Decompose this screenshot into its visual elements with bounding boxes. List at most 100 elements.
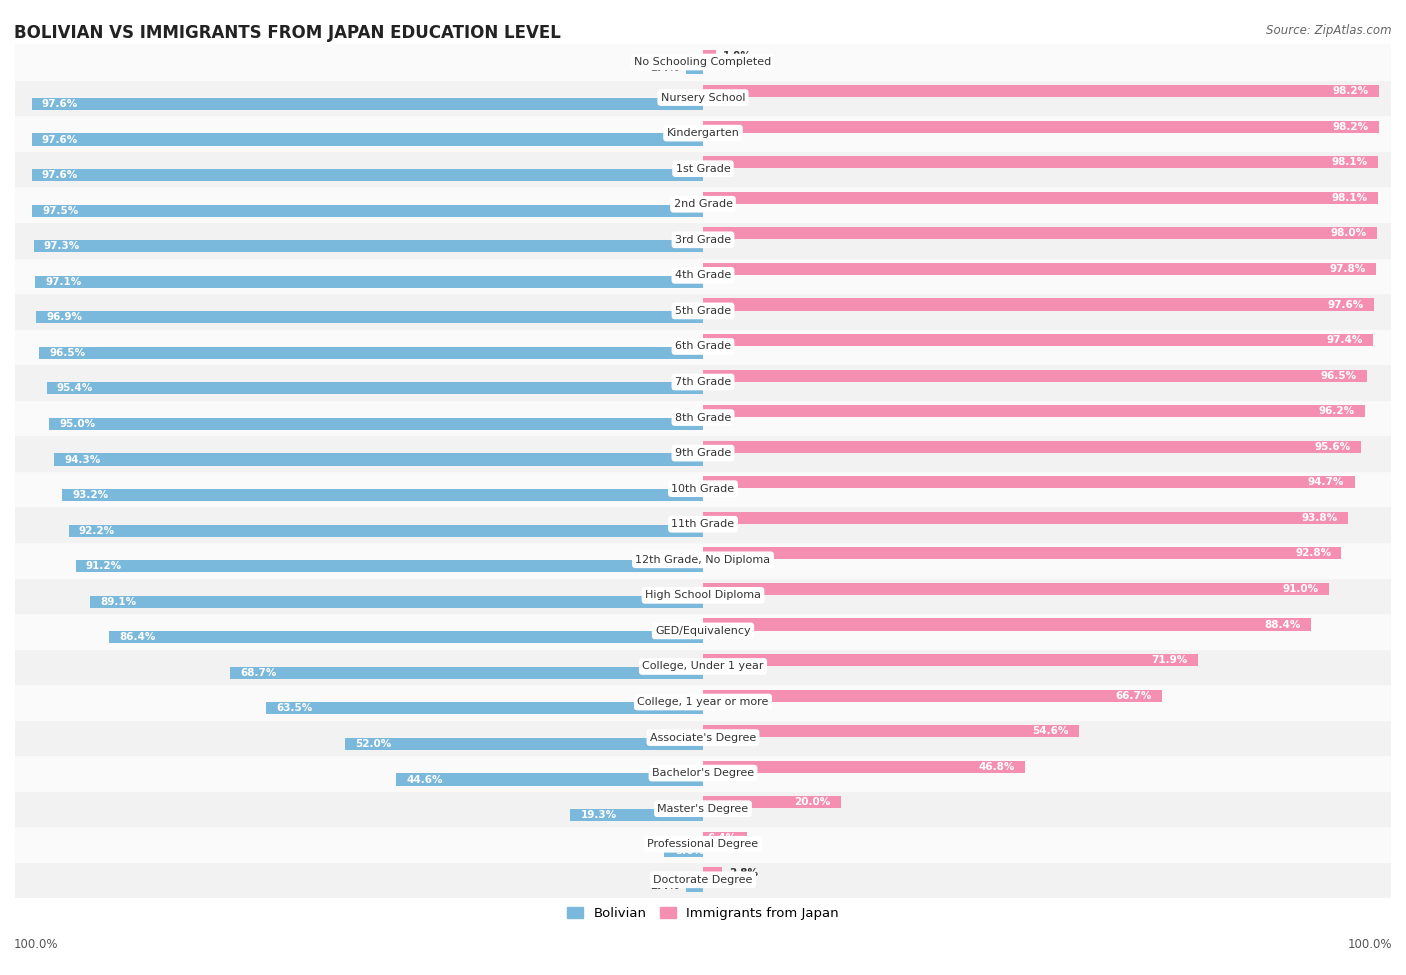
Bar <box>703 263 1376 275</box>
Text: 4th Grade: 4th Grade <box>675 270 731 281</box>
Bar <box>266 702 703 715</box>
Text: 68.7%: 68.7% <box>240 668 277 678</box>
Text: 44.6%: 44.6% <box>406 774 443 785</box>
Bar <box>15 400 1391 436</box>
Text: 7th Grade: 7th Grade <box>675 377 731 387</box>
Text: Nursery School: Nursery School <box>661 93 745 102</box>
Text: 97.6%: 97.6% <box>42 135 79 144</box>
Bar <box>703 406 1365 417</box>
Text: 91.0%: 91.0% <box>1282 584 1319 594</box>
Bar <box>15 648 1391 684</box>
Text: Professional Degree: Professional Degree <box>647 839 759 849</box>
Text: 93.8%: 93.8% <box>1302 513 1339 523</box>
Text: 63.5%: 63.5% <box>277 703 312 714</box>
Text: Kindergarten: Kindergarten <box>666 128 740 138</box>
Bar <box>703 618 1312 631</box>
Bar <box>69 525 703 536</box>
Text: High School Diploma: High School Diploma <box>645 590 761 601</box>
Text: 1st Grade: 1st Grade <box>676 164 730 174</box>
Bar <box>703 227 1378 240</box>
Bar <box>15 684 1391 720</box>
Text: 98.0%: 98.0% <box>1331 228 1367 239</box>
Bar <box>15 222 1391 257</box>
Text: 93.2%: 93.2% <box>72 490 108 500</box>
Bar <box>703 476 1354 488</box>
Text: 95.0%: 95.0% <box>59 419 96 429</box>
Bar <box>31 169 703 181</box>
Text: 96.5%: 96.5% <box>49 348 86 358</box>
Text: 97.4%: 97.4% <box>1326 335 1362 345</box>
Bar <box>35 276 703 288</box>
Bar <box>665 844 703 857</box>
Bar <box>15 506 1391 542</box>
Text: 98.2%: 98.2% <box>1331 122 1368 132</box>
Text: 2.8%: 2.8% <box>730 869 758 878</box>
Bar <box>686 880 703 892</box>
Text: 11th Grade: 11th Grade <box>672 520 734 529</box>
Text: 5.6%: 5.6% <box>675 845 704 856</box>
Bar <box>703 797 841 808</box>
Bar <box>703 512 1348 524</box>
Bar <box>15 471 1391 506</box>
Bar <box>571 809 703 821</box>
Text: 96.9%: 96.9% <box>46 312 83 323</box>
Text: Doctorate Degree: Doctorate Degree <box>654 875 752 884</box>
Bar <box>108 631 703 644</box>
Bar <box>15 365 1391 400</box>
Text: 98.1%: 98.1% <box>1331 193 1368 203</box>
Text: College, Under 1 year: College, Under 1 year <box>643 661 763 672</box>
Text: College, 1 year or more: College, 1 year or more <box>637 697 769 707</box>
Text: 96.5%: 96.5% <box>1320 370 1357 380</box>
Bar <box>231 667 703 679</box>
Text: 94.3%: 94.3% <box>65 454 101 464</box>
Bar <box>703 868 723 879</box>
Bar <box>703 689 1161 702</box>
Bar <box>90 596 703 607</box>
Bar <box>15 44 1391 80</box>
Text: 2nd Grade: 2nd Grade <box>673 199 733 210</box>
Bar <box>15 613 1391 648</box>
Text: 97.6%: 97.6% <box>42 170 79 180</box>
Bar <box>37 311 703 324</box>
Text: 97.3%: 97.3% <box>44 241 80 252</box>
Bar <box>703 334 1374 346</box>
Bar <box>76 561 703 572</box>
Bar <box>15 186 1391 222</box>
Text: 66.7%: 66.7% <box>1115 690 1152 701</box>
Bar <box>15 577 1391 613</box>
Text: 89.1%: 89.1% <box>100 597 136 606</box>
Text: 98.2%: 98.2% <box>1331 86 1368 97</box>
Bar <box>15 329 1391 365</box>
Text: 10th Grade: 10th Grade <box>672 484 734 493</box>
Text: 1.9%: 1.9% <box>723 51 752 60</box>
Bar <box>703 547 1341 560</box>
Text: 96.2%: 96.2% <box>1319 407 1354 416</box>
Bar <box>39 347 703 359</box>
Bar <box>703 654 1198 666</box>
Bar <box>703 192 1378 204</box>
Text: 71.9%: 71.9% <box>1152 655 1187 665</box>
Text: 95.6%: 95.6% <box>1315 442 1350 451</box>
Text: 2.4%: 2.4% <box>651 881 679 891</box>
Text: Bachelor's Degree: Bachelor's Degree <box>652 768 754 778</box>
Text: No Schooling Completed: No Schooling Completed <box>634 57 772 67</box>
Text: 20.0%: 20.0% <box>794 798 831 807</box>
Bar <box>346 738 703 750</box>
Text: 6.4%: 6.4% <box>707 833 737 842</box>
Text: 91.2%: 91.2% <box>86 562 122 571</box>
Bar <box>15 862 1391 898</box>
Bar <box>703 50 716 61</box>
Text: 92.8%: 92.8% <box>1295 548 1331 559</box>
Text: 88.4%: 88.4% <box>1264 619 1301 630</box>
Text: 19.3%: 19.3% <box>581 810 617 820</box>
Text: 8th Grade: 8th Grade <box>675 412 731 422</box>
Bar <box>703 85 1379 98</box>
Bar <box>703 760 1025 773</box>
Text: GED/Equivalency: GED/Equivalency <box>655 626 751 636</box>
Bar <box>15 115 1391 151</box>
Bar <box>703 441 1361 452</box>
Bar <box>15 151 1391 186</box>
Legend: Bolivian, Immigrants from Japan: Bolivian, Immigrants from Japan <box>562 902 844 925</box>
Bar <box>703 298 1375 311</box>
Text: 100.0%: 100.0% <box>1347 938 1392 951</box>
